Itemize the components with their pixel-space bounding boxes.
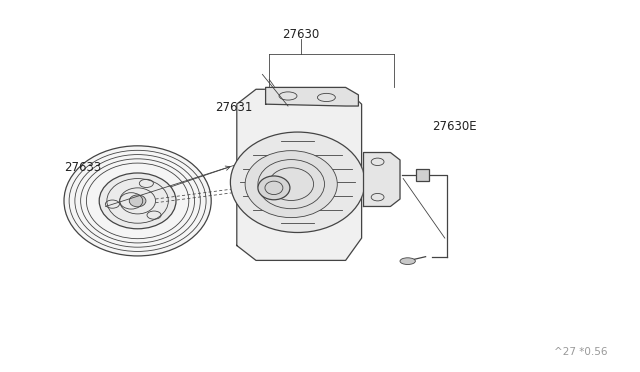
Text: 27630: 27630 — [282, 28, 319, 41]
Text: 27633: 27633 — [65, 161, 102, 174]
Bar — [416, 169, 429, 181]
Polygon shape — [364, 153, 400, 206]
Polygon shape — [266, 87, 358, 106]
Ellipse shape — [245, 151, 337, 218]
Ellipse shape — [230, 132, 365, 232]
Text: 27631: 27631 — [215, 102, 252, 114]
Ellipse shape — [129, 195, 146, 207]
Ellipse shape — [64, 146, 211, 256]
Ellipse shape — [400, 258, 415, 264]
Polygon shape — [237, 89, 362, 260]
Ellipse shape — [99, 173, 176, 229]
Text: ^27 *0.56: ^27 *0.56 — [554, 347, 608, 357]
Text: 27630E: 27630E — [432, 120, 477, 133]
Ellipse shape — [258, 176, 290, 200]
